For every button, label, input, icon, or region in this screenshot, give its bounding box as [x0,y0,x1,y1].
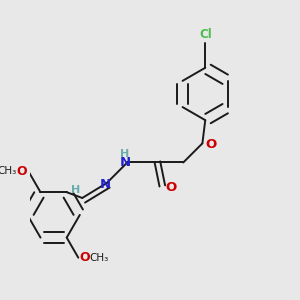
Text: N: N [99,178,110,191]
Text: N: N [119,156,130,169]
Text: O: O [17,165,28,178]
Text: CH₃: CH₃ [89,253,109,263]
Text: Cl: Cl [199,28,211,41]
Text: CH₃: CH₃ [0,166,17,176]
Text: H: H [71,184,81,194]
Text: O: O [166,182,177,194]
Text: H: H [120,149,130,159]
Text: O: O [206,138,217,151]
Text: O: O [80,251,90,264]
